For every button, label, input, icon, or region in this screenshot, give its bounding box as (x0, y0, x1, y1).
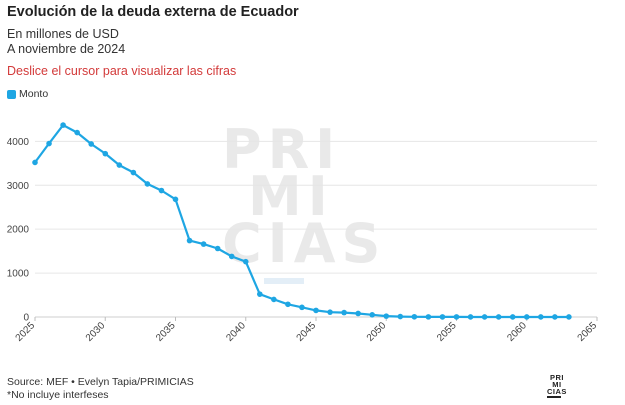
subtitle-date: A noviembre de 2024 (7, 42, 126, 56)
legend-label-monto: Monto (19, 88, 49, 100)
data-point (88, 141, 94, 147)
x-tick-label: 2050 (365, 320, 389, 344)
chart-title: Evolución de la deuda externa de Ecuador (7, 4, 299, 20)
data-point (538, 314, 544, 320)
data-point (313, 307, 319, 314)
y-tick-label: 3000 (7, 181, 30, 192)
series-layer (32, 122, 572, 320)
data-point (257, 291, 263, 297)
data-point (130, 169, 137, 176)
logo-line2: MI (552, 380, 562, 389)
watermark: PRI MI CIAS (222, 118, 386, 284)
chart-footer: Source: MEF • Evelyn Tapia/PRIMICIAS *No… (7, 376, 194, 402)
y-tick-label: 4000 (7, 137, 30, 148)
data-point (467, 314, 474, 320)
data-point (397, 313, 404, 320)
data-point (242, 258, 249, 265)
data-point (453, 314, 460, 320)
data-point (144, 181, 151, 187)
data-point (299, 304, 305, 311)
x-tick-label: 2040 (224, 320, 248, 344)
data-point (523, 314, 530, 320)
data-point (228, 253, 235, 260)
data-point (439, 314, 446, 320)
subtitle-units: En millones de USD (7, 27, 119, 41)
source-credit: Source: MEF • Evelyn Tapia/PRIMICIAS (7, 376, 194, 388)
watermark-line3: CIAS (222, 212, 386, 275)
y-tick-label: 2000 (7, 225, 30, 236)
watermark-line2: MI (248, 165, 334, 228)
data-point (425, 314, 432, 320)
data-point (186, 237, 193, 244)
logo-line3: CIAS (547, 387, 567, 396)
data-point (102, 150, 109, 157)
x-tick-label: 2035 (154, 320, 178, 344)
data-point (355, 310, 361, 317)
x-tick-label: 2065 (576, 320, 600, 344)
data-point (32, 159, 38, 166)
data-point (74, 129, 80, 136)
y-tick-label: 1000 (7, 269, 30, 280)
data-point (495, 314, 502, 320)
x-tick-label: 2025 (14, 320, 38, 344)
logo-line1: PRI (549, 373, 564, 382)
hover-instruction: Deslice el cursor para visualizar las ci… (7, 64, 237, 78)
data-point (327, 309, 333, 315)
data-point (214, 245, 221, 252)
logo-bar (547, 396, 561, 398)
data-point (271, 296, 277, 303)
y-tick-label: 0 (23, 313, 29, 324)
watermark-bar (264, 278, 304, 284)
chart-subtitle: En millones de USD A noviembre de 2024 (7, 27, 125, 57)
data-point (341, 309, 347, 316)
watermark-line1: PRI (222, 118, 341, 181)
data-point (383, 313, 390, 319)
data-point (60, 122, 66, 128)
data-point (552, 314, 558, 320)
x-tick-label: 2045 (295, 320, 319, 344)
data-point (481, 314, 488, 320)
footnote: *No incluye interfeses (7, 389, 109, 401)
data-point (369, 312, 376, 318)
x-tick-label: 2055 (435, 320, 459, 344)
data-point (200, 241, 207, 247)
data-point (158, 187, 165, 194)
legend-swatch (7, 89, 16, 99)
data-point (46, 140, 52, 147)
data-point (285, 301, 291, 308)
data-point (172, 196, 179, 203)
x-tick-label: 2060 (505, 320, 529, 344)
data-point (116, 162, 123, 168)
data-point (411, 313, 418, 320)
chart-legend[interactable]: Monto (7, 88, 48, 100)
x-tick-label: 2030 (84, 320, 108, 344)
data-point (509, 314, 516, 320)
primicias-logo: PRI MI CIAS (547, 374, 567, 398)
data-point (566, 314, 572, 320)
